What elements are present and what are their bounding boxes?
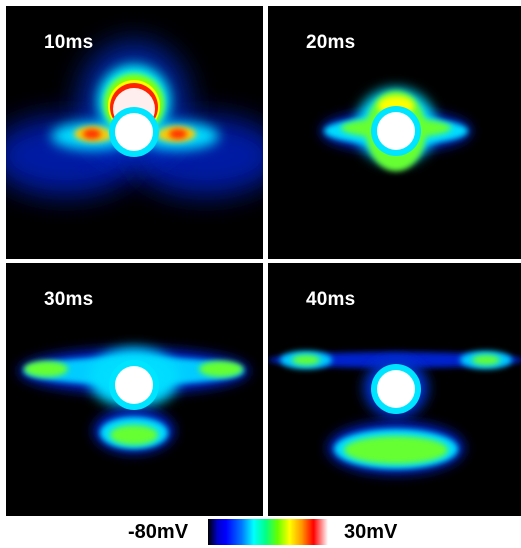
colorbar (208, 519, 328, 545)
potential-map-20ms (321, 88, 471, 171)
time-label: 20ms (306, 32, 356, 53)
frame-10ms: 10ms (6, 6, 263, 259)
time-label: 40ms (306, 289, 356, 310)
frame-20ms: 20ms (268, 6, 521, 259)
frame-30ms: 30ms (6, 263, 263, 516)
potential-map-40ms (268, 351, 521, 474)
time-label: 10ms (44, 32, 94, 53)
potential-map-10ms (6, 41, 263, 196)
potential-map-30ms (19, 348, 249, 453)
colorbar-max-label: 30mV (344, 521, 398, 543)
colorbar-min-label: -80mV (128, 521, 189, 543)
frame-40ms: 40ms (268, 263, 521, 516)
time-label: 30ms (44, 289, 94, 310)
